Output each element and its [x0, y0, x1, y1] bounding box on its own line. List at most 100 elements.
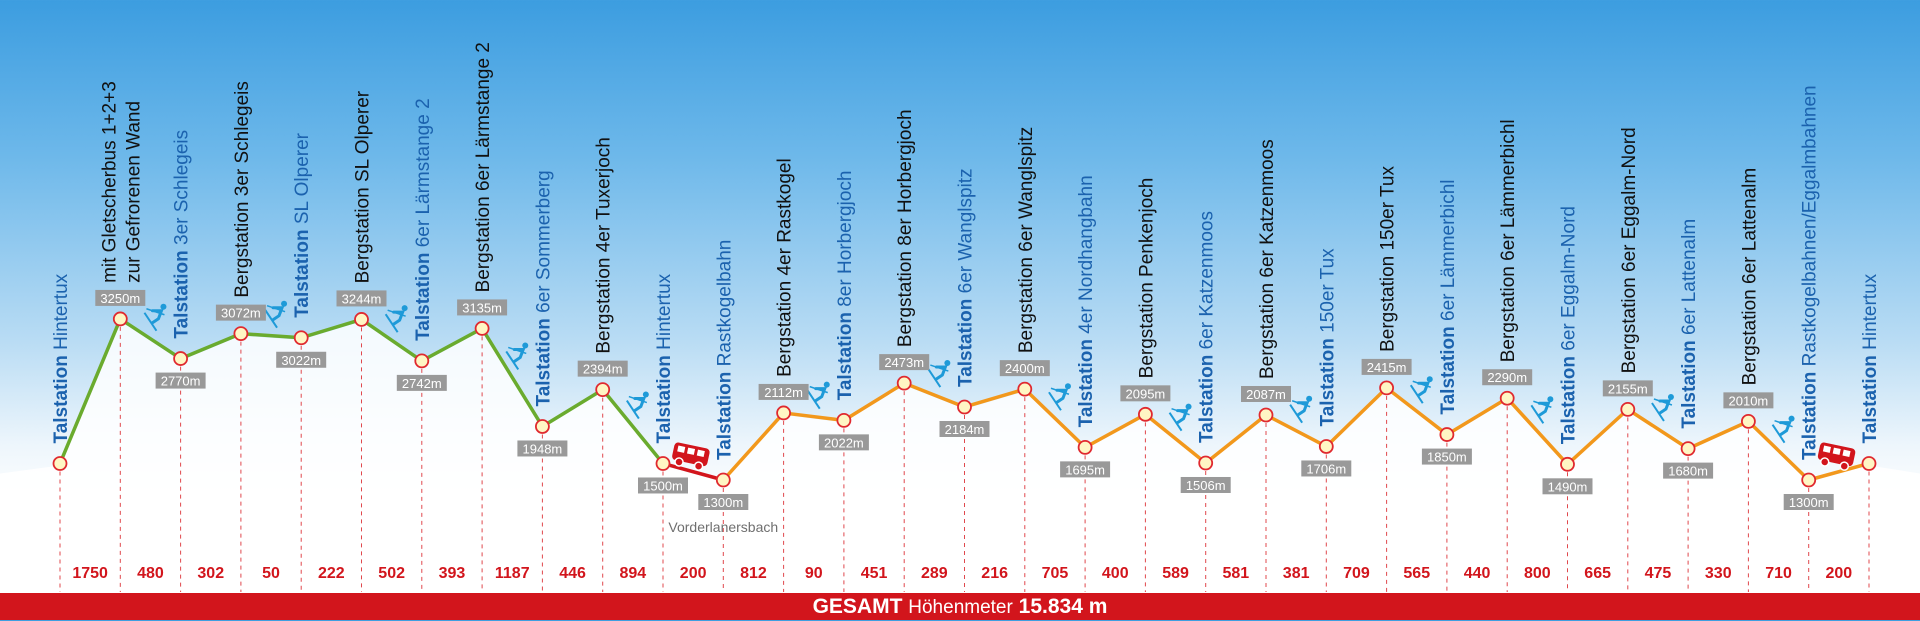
elevation-value: 1850m [1427, 450, 1467, 465]
talstation-prefix: Talstation [292, 229, 313, 317]
skier-body [1779, 421, 1792, 437]
elevation-badge: 2473m [879, 354, 930, 371]
elevation-value: 1300m [703, 495, 743, 510]
segment-vertical-meters: 1750 [72, 565, 108, 582]
skier-head [642, 391, 649, 398]
talstation-prefix: Talstation [413, 253, 434, 341]
segment-vertical-meters: 475 [1645, 565, 1672, 582]
station-point [112, 311, 128, 327]
place-name: Vorderlanersbach [668, 519, 778, 535]
elevation-badge: 3022m [276, 351, 327, 368]
skier-icon [1530, 396, 1554, 424]
segment-vertical-meters: 451 [861, 565, 888, 582]
segment-vertical-meters: 705 [1042, 565, 1069, 582]
route-segment-zillertal [1203, 413, 1268, 465]
segment-vertical-meters: 502 [378, 565, 405, 582]
elevation-badge-bg [1602, 380, 1653, 397]
talstation-label: Talstation 6er Sommerberg [533, 170, 554, 406]
elevation-value: 1695m [1065, 462, 1105, 477]
talstation-label: Talstation 6er Katzenmoos [1197, 211, 1218, 443]
skier-pole [146, 308, 165, 316]
elevation-value: 2473m [884, 355, 924, 370]
bergstation-label: Bergstation 6er Katzenmoos [1257, 139, 1278, 379]
station-point [535, 419, 550, 434]
elevation-badge-bg [457, 299, 508, 316]
talstation-label: Talstation Hintertux [51, 273, 72, 443]
skier-ski [927, 368, 942, 388]
talstation-label: Talstation 150er Tux [1317, 248, 1338, 427]
elevation-value: 3135m [462, 300, 502, 315]
elevation-value: 1948m [523, 441, 563, 456]
total-label: GESAMT [812, 595, 903, 618]
skier-icon [927, 360, 951, 388]
skier-ski [1048, 391, 1062, 411]
elevation-badge-bg [1120, 385, 1171, 402]
skier-body [633, 397, 647, 413]
elevation-badge-bg [1663, 462, 1714, 479]
skier-head [1788, 415, 1795, 422]
talstation-label: Talstation Rastkogelbahn [714, 240, 735, 460]
station-point [1560, 456, 1575, 472]
elevation-value: 1680m [1668, 464, 1708, 479]
route-segment-glacier [178, 331, 243, 361]
route-segment-glacier [58, 317, 123, 466]
bergstation-label: Bergstation 8er Horbergjoch [895, 109, 916, 347]
segment-vertical-meters: 440 [1464, 565, 1491, 582]
skier-icon [1651, 393, 1674, 422]
bergstation-label: Bergstation 6er Lattenalm [1739, 168, 1760, 386]
route-segment-zillertal [1505, 396, 1570, 467]
segment-vertical-meters: 710 [1765, 565, 1792, 582]
skier-ski [1289, 404, 1303, 424]
station-point [1379, 380, 1394, 396]
bus-window [677, 445, 686, 453]
elevation-badge: 2095m [1120, 385, 1171, 402]
skier-head [281, 300, 288, 307]
talstation-prefix: Talstation [172, 250, 193, 338]
skier-head [1306, 395, 1313, 402]
bergstation-label: Bergstation Penkenjoch [1136, 178, 1157, 379]
segment-vertical-meters: 90 [805, 565, 823, 582]
elevation-badge-bg [879, 354, 930, 371]
elevation-badge: 2770m [155, 372, 206, 389]
bergstation-label: Bergstation SL Olperer [353, 90, 374, 283]
elevation-badge: 2400m [999, 360, 1050, 377]
segment-vertical-meters: 446 [559, 565, 586, 582]
segment-vertical-meters: 289 [921, 565, 948, 582]
elevation-badge-bg [577, 360, 628, 377]
elevation-badge: 1948m [517, 440, 568, 457]
elevation-badge-bg [1180, 476, 1231, 493]
elevation-badge: 2022m [818, 434, 869, 451]
elevation-value: 2400m [1005, 361, 1045, 376]
talstation-label: Talstation 6er Lattenalm [1679, 219, 1700, 429]
talstation-label: Talstation Hintertux [1860, 273, 1881, 443]
station-point [1680, 441, 1696, 457]
station-point [1198, 455, 1214, 471]
skier-pole [930, 364, 949, 372]
segment-vertical-meters: 1187 [495, 565, 530, 582]
elevation-badge-bg [95, 289, 146, 306]
skier-head [1185, 403, 1192, 410]
elevation-value: 2770m [161, 374, 201, 389]
elevation-badge-bg [999, 360, 1050, 377]
station-point [957, 399, 972, 415]
talstation-prefix: Talstation [1559, 356, 1580, 444]
elevation-badge: 1695m [1060, 461, 1111, 478]
station-point [1499, 390, 1515, 406]
station-point [233, 326, 249, 342]
route-segment-zillertal [1565, 407, 1630, 467]
bergstation-label: mit Gletscherbus 1+2+3 [99, 81, 120, 283]
talstation-label: Talstation 4er Nordhangbahn [1076, 175, 1097, 427]
elevation-badge: 2415m [1361, 358, 1412, 375]
talstation-prefix: Talstation [654, 355, 675, 443]
skier-ski [1409, 384, 1424, 404]
skier-body [934, 365, 948, 381]
skier-pole [1653, 398, 1673, 406]
station-point [293, 330, 309, 346]
bergstation-label: Bergstation 6er Lämmerbichl [1498, 119, 1519, 362]
elevation-badge: 2010m [1723, 392, 1774, 409]
segment-vertical-meters: 330 [1705, 565, 1732, 582]
segment-vertical-meters: 200 [680, 565, 707, 582]
route-segment-glacier [118, 317, 183, 361]
talstation-prefix: Talstation [956, 299, 977, 387]
skier-head [823, 381, 830, 388]
